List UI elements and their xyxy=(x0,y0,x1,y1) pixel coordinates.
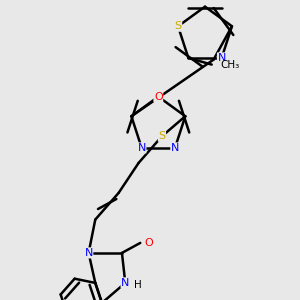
Text: O: O xyxy=(154,92,163,102)
Text: O: O xyxy=(144,238,153,248)
Text: N: N xyxy=(137,143,146,153)
Text: H: H xyxy=(134,280,141,290)
Text: CH₃: CH₃ xyxy=(220,60,239,70)
Text: N: N xyxy=(218,53,226,63)
Text: N: N xyxy=(171,143,179,153)
Text: S: S xyxy=(158,131,166,141)
Text: S: S xyxy=(175,21,182,31)
Text: N: N xyxy=(84,248,93,258)
Text: N: N xyxy=(121,278,130,288)
